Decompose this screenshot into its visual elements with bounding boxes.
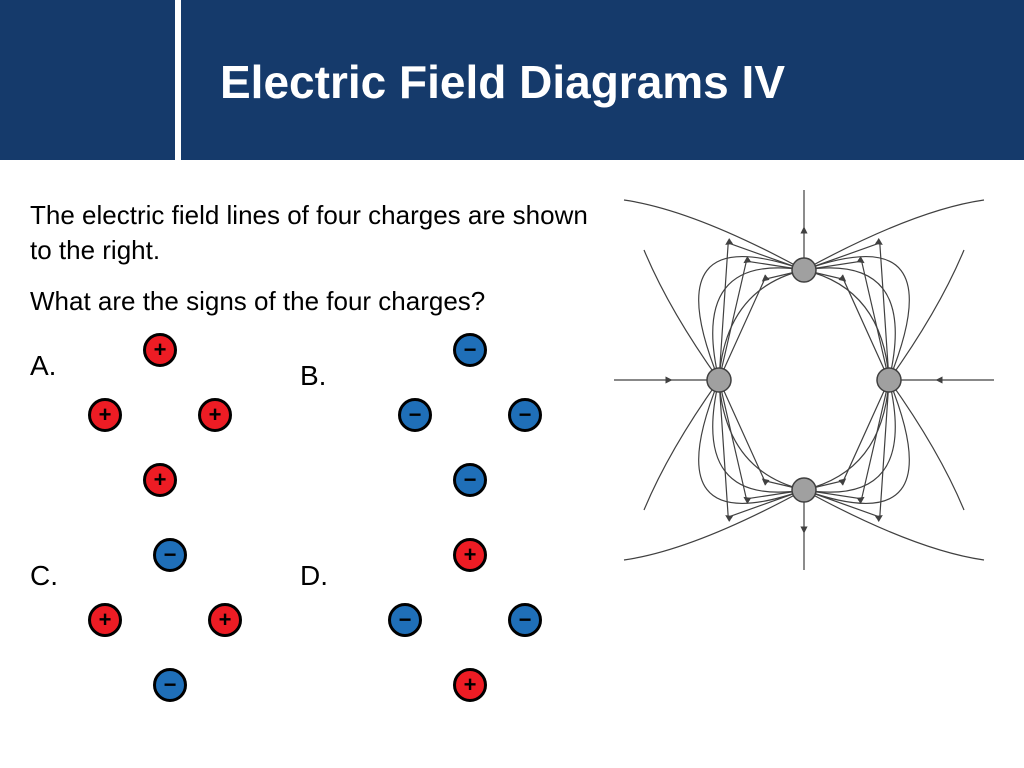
negative-charge: −: [508, 603, 542, 637]
field-line-diagram: [614, 190, 994, 570]
page-title: Electric Field Diagrams IV: [220, 55, 785, 109]
charge-sign: +: [219, 609, 232, 631]
negative-charge: −: [398, 398, 432, 432]
positive-charge: +: [453, 538, 487, 572]
charge-sign: −: [164, 544, 177, 566]
positive-charge: +: [143, 333, 177, 367]
charge-sign: −: [519, 404, 532, 426]
charge-sign: +: [154, 469, 167, 491]
charge-sign: −: [464, 339, 477, 361]
negative-charge: −: [508, 398, 542, 432]
positive-charge: +: [198, 398, 232, 432]
charge-sign: −: [409, 404, 422, 426]
charge-sign: −: [464, 469, 477, 491]
negative-charge: −: [453, 333, 487, 367]
charge-sign: +: [99, 609, 112, 631]
negative-charge: −: [153, 668, 187, 702]
positive-charge: +: [88, 398, 122, 432]
negative-charge: −: [388, 603, 422, 637]
option-label: A.: [30, 350, 56, 382]
negative-charge: −: [453, 463, 487, 497]
charge-sign: −: [164, 674, 177, 696]
option-label: C.: [30, 560, 58, 592]
positive-charge: +: [453, 668, 487, 702]
field-node: [792, 258, 816, 282]
charge-sign: +: [99, 404, 112, 426]
slide-header: Electric Field Diagrams IV: [0, 0, 1024, 160]
option-label: B.: [300, 360, 326, 392]
positive-charge: +: [143, 463, 177, 497]
positive-charge: +: [208, 603, 242, 637]
charge-sign: −: [399, 609, 412, 631]
positive-charge: +: [88, 603, 122, 637]
header-accent-stripe: [175, 0, 181, 160]
field-node: [792, 478, 816, 502]
prompt-line-1: The electric field lines of four charges…: [30, 198, 590, 268]
charge-sign: −: [519, 609, 532, 631]
field-node: [707, 368, 731, 392]
negative-charge: −: [153, 538, 187, 572]
option-label: D.: [300, 560, 328, 592]
charge-sign: +: [464, 674, 477, 696]
charge-sign: +: [209, 404, 222, 426]
field-node: [877, 368, 901, 392]
charge-sign: +: [154, 339, 167, 361]
charge-sign: +: [464, 544, 477, 566]
